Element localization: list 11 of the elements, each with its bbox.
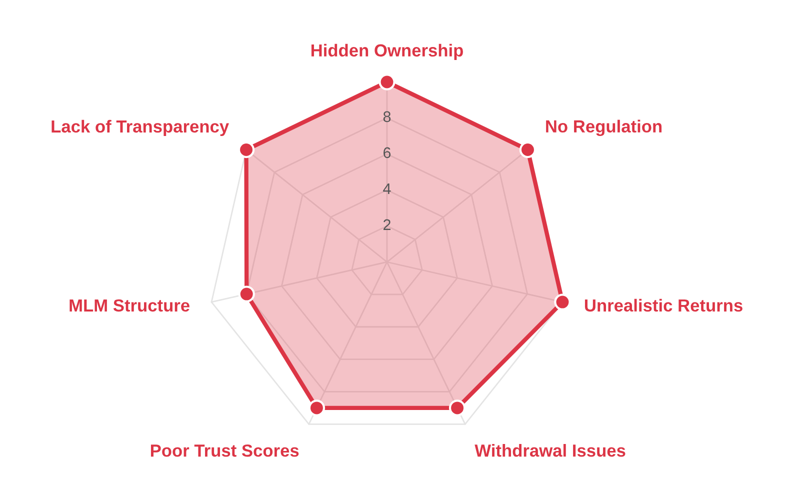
y-tick-label: 6 [384, 147, 391, 158]
spoke-label: No Regulation [546, 120, 662, 136]
y-tick-label: 4 [383, 183, 391, 194]
spoke-label: Poor Trust Scores [150, 444, 299, 457]
spoke-label: Lack of Transparency [52, 120, 229, 136]
spoke-label: Withdrawal Issues [474, 444, 626, 457]
spoke-label: Hidden Ownership [311, 44, 463, 60]
y-tick-label: 2 [384, 219, 390, 230]
spoke-label: Unrealistic Returns [584, 298, 742, 312]
spoke-label: MLM Structure [70, 299, 190, 312]
y-tick-label: 8 [383, 111, 391, 122]
